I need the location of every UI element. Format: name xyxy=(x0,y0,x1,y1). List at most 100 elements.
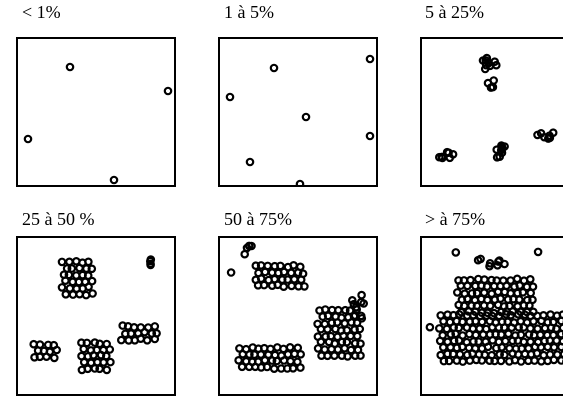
dot xyxy=(451,248,461,257)
dot xyxy=(61,276,70,286)
dot xyxy=(150,322,160,331)
dot xyxy=(316,324,326,334)
dot xyxy=(276,261,285,271)
dot xyxy=(458,342,467,352)
dot xyxy=(84,257,93,267)
dot xyxy=(68,290,78,299)
dot xyxy=(515,281,525,290)
dot xyxy=(136,334,146,344)
dot xyxy=(492,153,502,162)
dot xyxy=(480,64,490,74)
dot xyxy=(526,288,536,298)
dot xyxy=(548,128,558,138)
dot xyxy=(323,311,333,321)
dot xyxy=(451,329,460,339)
scatter-lt1 xyxy=(23,62,173,185)
dot xyxy=(75,263,84,273)
panel-label-1to5: 1 à 5% xyxy=(224,2,274,22)
dot xyxy=(477,317,487,327)
dot xyxy=(323,351,332,361)
dot xyxy=(444,356,454,366)
dot xyxy=(105,345,115,354)
panel-25to50 xyxy=(16,236,176,396)
dot xyxy=(313,344,323,353)
dot xyxy=(353,331,362,341)
dot xyxy=(259,280,269,290)
dot xyxy=(357,314,367,323)
dot xyxy=(150,334,160,344)
scatter-25to50 xyxy=(29,255,161,375)
dot xyxy=(448,349,458,359)
dot xyxy=(514,323,524,332)
dot xyxy=(256,261,266,270)
dot xyxy=(449,336,459,346)
dot xyxy=(296,275,306,285)
dot xyxy=(496,356,506,366)
dot xyxy=(330,351,339,361)
dot xyxy=(256,350,266,359)
dot xyxy=(90,364,100,373)
dot xyxy=(61,289,71,299)
panel-gt75 xyxy=(420,236,563,396)
dot xyxy=(530,356,539,365)
dot xyxy=(226,268,236,277)
dot xyxy=(267,356,277,365)
dot xyxy=(504,329,513,339)
dot xyxy=(438,343,448,352)
dot xyxy=(117,335,126,345)
dot xyxy=(237,362,247,372)
dot xyxy=(52,345,62,355)
dot xyxy=(478,330,488,339)
dot xyxy=(343,352,352,361)
dot xyxy=(293,268,303,277)
dot xyxy=(262,362,272,372)
dot xyxy=(365,54,375,64)
panel-label-gt75: > à 75% xyxy=(425,209,486,229)
dot xyxy=(238,349,248,359)
panel-label-25to50: 25 à 50 % xyxy=(22,209,95,229)
dot xyxy=(477,356,487,365)
dot xyxy=(439,317,448,326)
dot xyxy=(260,356,270,365)
dot xyxy=(126,329,136,338)
dot xyxy=(533,247,543,257)
dot xyxy=(42,352,51,362)
dot xyxy=(301,112,311,122)
dot xyxy=(484,58,493,68)
dot xyxy=(483,78,493,88)
dot xyxy=(84,282,93,292)
dot xyxy=(49,353,59,363)
dot xyxy=(529,317,538,326)
dot xyxy=(467,289,477,298)
dot xyxy=(109,175,119,185)
dot xyxy=(500,323,509,332)
dot xyxy=(546,310,555,319)
dot xyxy=(557,342,563,352)
dot xyxy=(485,258,495,268)
dot xyxy=(247,241,256,251)
dot xyxy=(350,311,360,320)
dot xyxy=(434,324,444,333)
panel-label-lt1: < 1% xyxy=(22,2,61,22)
dot xyxy=(295,179,305,185)
dot xyxy=(442,147,452,157)
dot xyxy=(234,356,243,365)
dot xyxy=(79,357,89,367)
dot xyxy=(95,364,104,374)
dot xyxy=(532,349,542,358)
dot xyxy=(289,260,298,270)
panel-50to75 xyxy=(218,236,378,396)
dot xyxy=(446,330,456,339)
dot xyxy=(536,129,546,138)
dot xyxy=(454,336,464,345)
dot xyxy=(88,289,97,298)
dot xyxy=(82,338,92,348)
dot xyxy=(245,350,254,359)
dot xyxy=(316,337,326,347)
panel-label-50to75: 50 à 75% xyxy=(224,209,292,229)
dot xyxy=(544,134,553,143)
dot xyxy=(452,288,462,297)
dot xyxy=(142,336,152,345)
dot xyxy=(355,324,365,334)
dot xyxy=(465,356,475,365)
